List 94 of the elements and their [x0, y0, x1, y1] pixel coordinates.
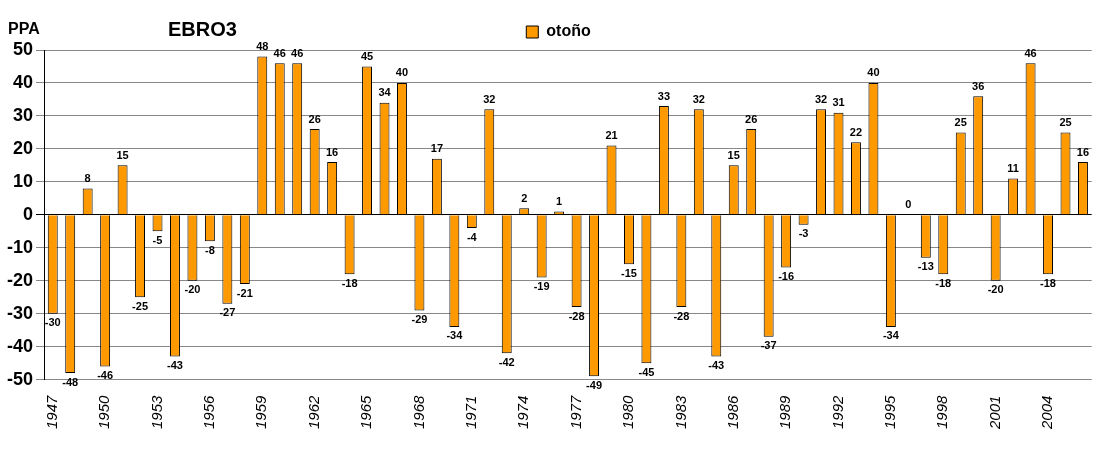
y-axis-title: PPA	[8, 20, 40, 38]
data-label: -18	[1040, 276, 1056, 289]
x-tick-label: 1998	[933, 394, 951, 430]
data-label: -27	[219, 306, 236, 319]
x-tick-label: 1950	[95, 394, 113, 430]
x-tick-label: 1971	[461, 395, 479, 430]
chart-title: EBRO3	[168, 18, 237, 41]
data-label: 16	[326, 145, 339, 158]
x-tick-label: 1977	[566, 394, 584, 430]
y-tick-label: -20	[7, 269, 34, 290]
data-label: 2	[521, 191, 528, 204]
data-label: 16	[1076, 145, 1090, 158]
data-label: 8	[84, 171, 91, 184]
y-tick-label: -40	[7, 335, 34, 356]
data-label: 32	[814, 92, 828, 105]
legend-label: otoño	[546, 22, 591, 40]
data-label: -15	[621, 266, 637, 279]
x-tick-label: 2004	[1038, 395, 1056, 431]
y-tick-label: -50	[7, 368, 34, 389]
data-label: -43	[167, 359, 183, 372]
y-tick-label: -10	[7, 236, 34, 257]
data-label: -5	[152, 233, 163, 246]
x-tick-label: 1953	[147, 394, 165, 430]
data-label: -19	[533, 279, 550, 292]
y-tick-label: -30	[7, 302, 34, 323]
data-label: 48	[256, 40, 269, 53]
x-tick-label: 1947	[42, 394, 60, 430]
x-tick-label: 1962	[304, 394, 322, 430]
y-tick-label: 10	[12, 170, 34, 191]
data-label: 36	[972, 79, 985, 92]
data-label: -34	[446, 329, 464, 342]
data-label: -25	[132, 299, 149, 312]
x-tick-label: 1992	[828, 394, 846, 430]
y-tick-label: 50	[12, 38, 34, 59]
data-label: -34	[882, 329, 900, 342]
y-tick-label: 20	[12, 137, 34, 158]
data-label: 26	[308, 112, 321, 125]
data-label: 33	[657, 89, 671, 102]
data-label: -29	[411, 312, 428, 325]
data-label: -18	[341, 276, 358, 289]
data-label: 26	[745, 112, 758, 125]
data-label: 46	[291, 46, 304, 59]
data-label: 34	[378, 86, 392, 99]
data-label: 40	[395, 66, 409, 79]
data-label: -20	[184, 283, 201, 296]
data-label: 15	[116, 148, 129, 161]
data-label: -28	[568, 309, 585, 322]
data-label: 46	[273, 46, 286, 59]
data-label: -13	[917, 260, 934, 273]
data-label: -49	[586, 378, 602, 391]
y-tick-label: 40	[12, 71, 34, 92]
data-label: -48	[62, 375, 79, 388]
x-tick-label: 1974	[514, 395, 532, 430]
x-tick-label: 1980	[619, 394, 637, 430]
data-label: -45	[638, 365, 655, 378]
data-label: -46	[97, 368, 114, 381]
data-label: 0	[905, 198, 912, 211]
data-label: 1	[556, 195, 563, 208]
data-label: -3	[798, 227, 809, 240]
data-label: 40	[867, 66, 880, 79]
data-label: -4	[466, 230, 478, 243]
data-label: -30	[44, 316, 61, 329]
data-label: 22	[849, 125, 863, 138]
x-tick-label: 1965	[357, 394, 375, 430]
data-label: -8	[205, 243, 215, 256]
data-label: 17	[430, 142, 444, 155]
data-label: 32	[483, 92, 496, 105]
data-label: -43	[708, 359, 725, 372]
data-label: 21	[605, 129, 618, 142]
x-tick-label: 1995	[881, 394, 899, 430]
x-tick-label: 2001	[985, 395, 1003, 431]
data-label: -18	[935, 276, 952, 289]
data-label: -16	[778, 270, 795, 283]
x-tick-label: 1983	[671, 394, 689, 430]
x-tick-label: 1968	[409, 394, 427, 430]
x-tick-label: 1959	[252, 394, 270, 430]
data-label: 11	[1007, 162, 1019, 175]
x-tick-label: 1989	[776, 394, 794, 430]
x-tick-label: 1986	[723, 394, 741, 430]
data-label: 15	[727, 148, 740, 161]
data-label: 32	[692, 92, 705, 105]
x-tick-label: 1956	[200, 394, 218, 430]
data-label: -20	[987, 283, 1004, 296]
y-tick-label: 30	[12, 104, 34, 125]
data-label: -37	[760, 339, 777, 352]
data-label: -21	[236, 286, 253, 299]
data-label: 46	[1024, 46, 1037, 59]
data-label: 25	[1059, 115, 1072, 128]
y-tick-label: 0	[23, 203, 34, 224]
data-label: -28	[673, 309, 690, 322]
data-label: -42	[498, 355, 515, 368]
data-label: 31	[832, 96, 845, 109]
data-label: 25	[954, 115, 967, 128]
data-label: 45	[360, 50, 374, 63]
